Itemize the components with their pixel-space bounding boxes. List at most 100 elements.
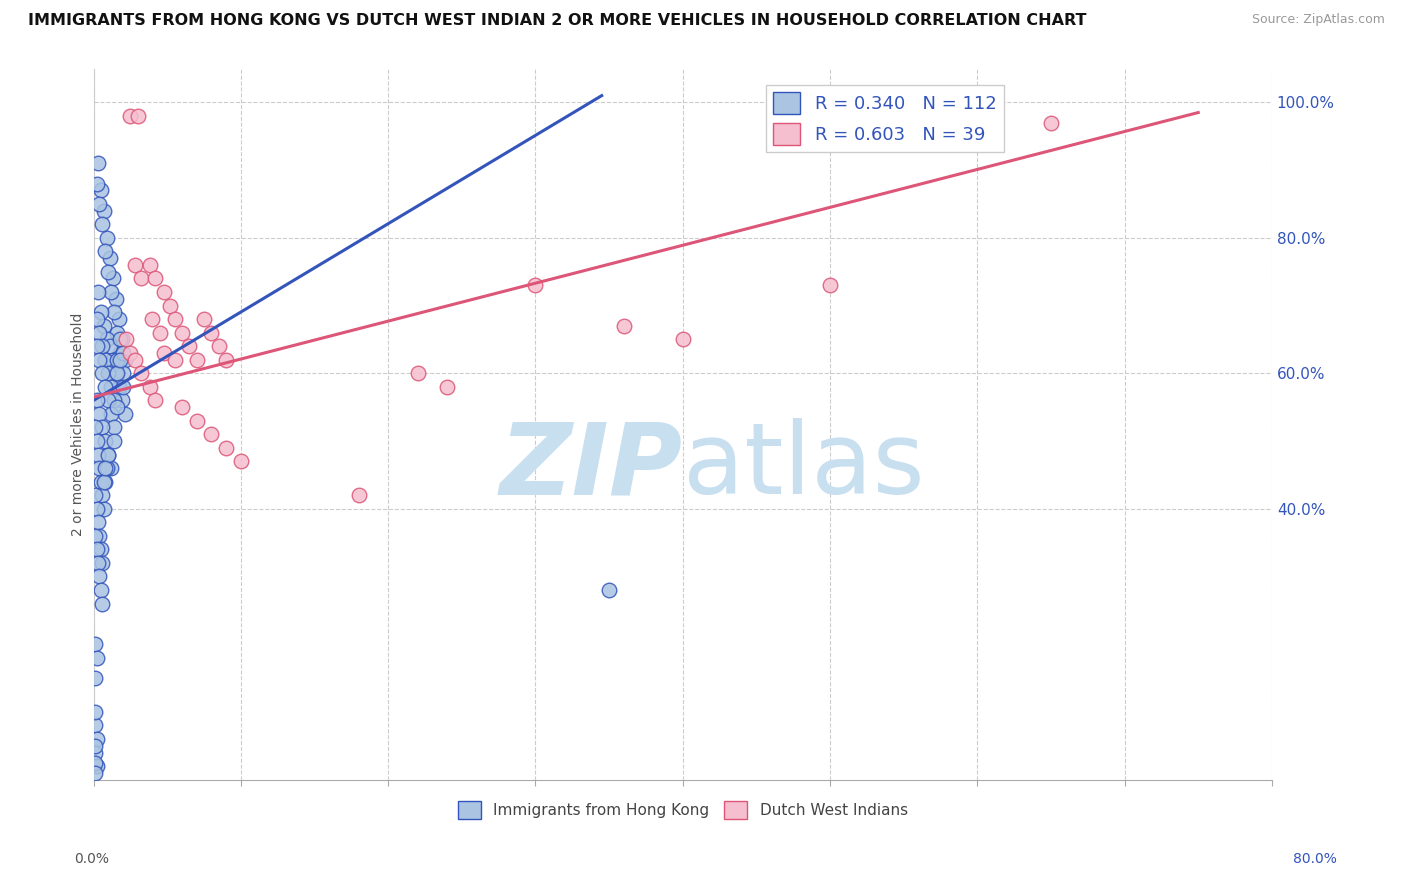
Point: [110, 333, 132, 347]
Point: [98, 339, 121, 353]
Point: [89, 529, 111, 543]
Point: [149, 326, 172, 340]
Point: [193, 312, 215, 326]
Point: [86, 759, 108, 773]
Point: [94, 475, 117, 489]
Point: [86, 393, 108, 408]
Point: [91, 366, 114, 380]
Point: [94, 352, 117, 367]
Point: [104, 292, 127, 306]
Point: [84, 739, 107, 753]
Point: [93, 475, 115, 489]
Point: [103, 420, 125, 434]
Legend: Immigrants from Hong Kong, Dutch West Indians: Immigrants from Hong Kong, Dutch West In…: [451, 795, 914, 825]
Point: [84, 765, 107, 780]
Point: [98, 251, 121, 265]
Point: [436, 380, 458, 394]
Point: [89, 352, 111, 367]
Point: [86, 339, 108, 353]
Point: [105, 366, 128, 380]
Point: [90, 183, 112, 197]
Point: [86, 501, 108, 516]
Point: [84, 756, 107, 770]
Point: [672, 333, 695, 347]
Point: [93, 501, 115, 516]
Point: [112, 366, 135, 380]
Point: [100, 407, 122, 421]
Point: [153, 346, 176, 360]
Point: [108, 352, 131, 367]
Point: [86, 434, 108, 448]
Point: [101, 352, 124, 367]
Text: 0.0%: 0.0%: [75, 852, 108, 866]
Point: [97, 448, 120, 462]
Point: [159, 299, 181, 313]
Point: [86, 731, 108, 746]
Point: [107, 312, 129, 326]
Point: [84, 420, 107, 434]
Point: [84, 718, 107, 732]
Text: IMMIGRANTS FROM HONG KONG VS DUTCH WEST INDIAN 2 OR MORE VEHICLES IN HOUSEHOLD C: IMMIGRANTS FROM HONG KONG VS DUTCH WEST …: [28, 13, 1087, 29]
Point: [84, 488, 107, 502]
Point: [524, 278, 547, 293]
Point: [90, 542, 112, 557]
Point: [186, 414, 208, 428]
Point: [613, 318, 636, 333]
Point: [105, 352, 128, 367]
Point: [91, 597, 114, 611]
Point: [127, 109, 149, 123]
Point: [86, 312, 108, 326]
Point: [93, 203, 115, 218]
Point: [96, 333, 118, 347]
Point: [89, 197, 111, 211]
Point: [96, 231, 118, 245]
Point: [84, 637, 107, 651]
Point: [186, 352, 208, 367]
Point: [120, 109, 142, 123]
Point: [598, 582, 620, 597]
Point: [97, 448, 120, 462]
Point: [110, 393, 132, 408]
Point: [108, 346, 131, 360]
Text: 80.0%: 80.0%: [1292, 852, 1337, 866]
Point: [163, 352, 186, 367]
Point: [114, 407, 136, 421]
Point: [170, 326, 193, 340]
Point: [406, 366, 429, 380]
Point: [145, 271, 167, 285]
Point: [200, 427, 222, 442]
Point: [229, 454, 252, 468]
Point: [129, 271, 152, 285]
Point: [94, 461, 117, 475]
Point: [145, 393, 167, 408]
Point: [141, 312, 163, 326]
Point: [84, 705, 107, 719]
Point: [96, 461, 118, 475]
Point: [89, 326, 111, 340]
Point: [89, 461, 111, 475]
Point: [347, 488, 370, 502]
Point: [215, 441, 238, 455]
Point: [153, 285, 176, 299]
Point: [170, 400, 193, 414]
Point: [105, 400, 128, 414]
Point: [200, 326, 222, 340]
Point: [179, 339, 201, 353]
Point: [124, 352, 146, 367]
Point: [87, 156, 110, 170]
Point: [100, 380, 122, 394]
Point: [138, 258, 160, 272]
Point: [101, 271, 124, 285]
Point: [124, 258, 146, 272]
Point: [91, 556, 114, 570]
Y-axis label: 2 or more Vehicles in Household: 2 or more Vehicles in Household: [72, 312, 86, 536]
Point: [215, 352, 238, 367]
Point: [105, 326, 128, 340]
Point: [93, 318, 115, 333]
Point: [100, 285, 122, 299]
Point: [89, 407, 111, 421]
Point: [120, 346, 142, 360]
Point: [94, 380, 117, 394]
Point: [84, 671, 107, 685]
Point: [103, 393, 125, 408]
